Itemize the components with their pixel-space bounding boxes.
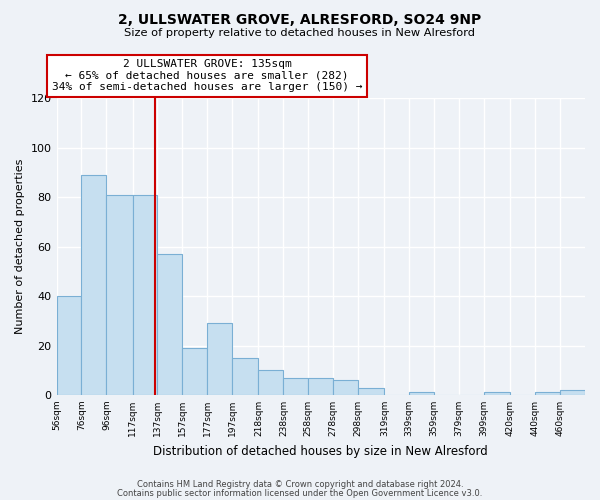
Bar xyxy=(106,195,133,395)
Bar xyxy=(157,254,182,395)
Bar xyxy=(535,392,560,395)
Text: Contains HM Land Registry data © Crown copyright and database right 2024.: Contains HM Land Registry data © Crown c… xyxy=(137,480,463,489)
Text: 2 ULLSWATER GROVE: 135sqm
← 65% of detached houses are smaller (282)
34% of semi: 2 ULLSWATER GROVE: 135sqm ← 65% of detac… xyxy=(52,60,362,92)
Bar xyxy=(409,392,434,395)
Bar xyxy=(82,175,106,395)
Bar xyxy=(232,358,259,395)
Bar xyxy=(308,378,333,395)
Bar xyxy=(208,324,232,395)
Bar xyxy=(133,195,157,395)
Text: Size of property relative to detached houses in New Alresford: Size of property relative to detached ho… xyxy=(125,28,476,38)
Bar xyxy=(560,390,585,395)
Bar xyxy=(358,388,385,395)
Bar xyxy=(182,348,208,395)
Bar xyxy=(56,296,82,395)
Bar xyxy=(283,378,308,395)
X-axis label: Distribution of detached houses by size in New Alresford: Distribution of detached houses by size … xyxy=(154,444,488,458)
Y-axis label: Number of detached properties: Number of detached properties xyxy=(15,159,25,334)
Text: Contains public sector information licensed under the Open Government Licence v3: Contains public sector information licen… xyxy=(118,488,482,498)
Text: 2, ULLSWATER GROVE, ALRESFORD, SO24 9NP: 2, ULLSWATER GROVE, ALRESFORD, SO24 9NP xyxy=(118,12,482,26)
Bar xyxy=(333,380,358,395)
Bar xyxy=(259,370,283,395)
Bar xyxy=(484,392,510,395)
